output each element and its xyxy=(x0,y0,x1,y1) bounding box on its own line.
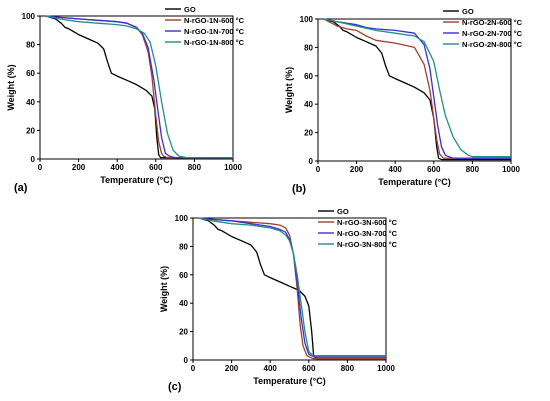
x-tick-label: 400 xyxy=(389,165,403,174)
x-tick-label: 1000 xyxy=(377,364,395,373)
x-tick-label: 200 xyxy=(350,165,364,174)
panel-label: (c) xyxy=(168,381,182,393)
legend-entry: GO xyxy=(337,207,349,216)
panel-b: 0 200 400 600 800 1000 0 20 40 60 80 100 Temperature… xyxy=(284,7,523,195)
x-tick-label: 1000 xyxy=(224,163,242,172)
legend-entry: N-rGO-2N-700 °C xyxy=(462,29,523,38)
x-axis-title: Temperature (°C) xyxy=(100,175,172,185)
x-tick-label: 600 xyxy=(302,364,316,373)
x-tick-label: 200 xyxy=(225,364,239,373)
x-axis-title: Temperature (°C) xyxy=(253,376,325,386)
x-tick-label: 0 xyxy=(316,165,321,174)
x-tick-label: 800 xyxy=(188,163,202,172)
y-tick-label: 100 xyxy=(175,214,189,223)
x-tick-label: 600 xyxy=(427,165,441,174)
series-line-800 xyxy=(198,217,386,357)
y-tick-label: 100 xyxy=(22,12,36,21)
y-tick-label: 60 xyxy=(26,69,35,78)
legend-entry: N-rGO-1N-600 °C xyxy=(184,16,245,25)
y-axis-title: Weight (%) xyxy=(6,64,16,110)
legend-entry: N-rGO-2N-600 °C xyxy=(462,18,523,27)
x-tick-label: 600 xyxy=(149,163,163,172)
series-line-800 xyxy=(45,15,233,159)
series-line-go xyxy=(323,18,511,161)
x-tick-label: 400 xyxy=(111,163,125,172)
legend-entry: N-rGO-3N-800 °C xyxy=(337,240,398,249)
plot-frame xyxy=(192,217,387,361)
y-tick-label: 60 xyxy=(304,72,313,81)
panel-c: 0 200 400 600 800 1000 0 20 40 60 80 100 Temperature… xyxy=(159,207,398,393)
x-tick-label: 800 xyxy=(341,364,355,373)
legend-entry: N-rGO-3N-600 °C xyxy=(337,218,398,227)
x-tick-label: 200 xyxy=(72,163,86,172)
y-tick-label: 40 xyxy=(179,299,188,308)
series-line-700 xyxy=(45,15,233,159)
x-tick-label: 1000 xyxy=(502,165,520,174)
legend-entry: GO xyxy=(184,5,196,14)
legend-entry: N-rGO-1N-800 °C xyxy=(184,38,245,47)
series-line-700 xyxy=(323,18,511,159)
x-tick-label: 0 xyxy=(38,163,43,172)
panel-label: (b) xyxy=(292,183,306,195)
plot-frame xyxy=(39,15,234,160)
y-tick-label: 80 xyxy=(179,242,188,251)
y-axis-title: Weight (%) xyxy=(284,67,294,113)
y-tick-label: 0 xyxy=(31,155,36,164)
x-tick-label: 800 xyxy=(466,165,480,174)
y-tick-label: 60 xyxy=(179,271,188,280)
panel-label: (a) xyxy=(14,182,28,194)
y-tick-label: 20 xyxy=(304,129,313,138)
y-axis-title: Weight (%) xyxy=(159,266,169,312)
series-line-800 xyxy=(323,18,511,158)
y-tick-label: 40 xyxy=(26,98,35,107)
series-line-600 xyxy=(323,18,511,159)
y-tick-label: 80 xyxy=(26,41,35,50)
x-axis-title: Temperature (°C) xyxy=(378,177,450,187)
x-tick-label: 400 xyxy=(264,364,278,373)
y-tick-label: 80 xyxy=(304,43,313,52)
legend-entry: N-rGO-1N-700 °C xyxy=(184,27,245,36)
y-tick-label: 20 xyxy=(179,328,188,337)
plot-frame xyxy=(317,18,512,162)
y-tick-label: 20 xyxy=(26,126,35,135)
legend-entry: GO xyxy=(462,7,474,16)
x-tick-label: 0 xyxy=(191,364,196,373)
legend-entry: N-rGO-2N-800 °C xyxy=(462,40,523,49)
y-tick-label: 40 xyxy=(304,100,313,109)
y-tick-label: 0 xyxy=(309,157,314,166)
y-tick-label: 100 xyxy=(300,15,314,24)
y-tick-label: 0 xyxy=(184,356,189,365)
panel-a: 0 200 400 600 800 1000 0 20 40 60 80 100 Temperature… xyxy=(6,5,245,194)
series-line-go xyxy=(45,15,233,159)
legend-entry: N-rGO-3N-700 °C xyxy=(337,229,398,238)
